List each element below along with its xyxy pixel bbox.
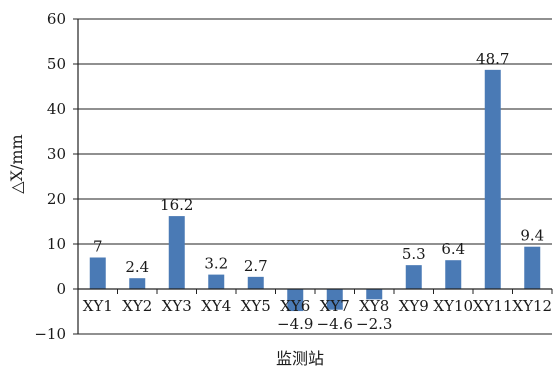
grid-layer	[78, 18, 552, 335]
labels-layer: −10 0 10 20 30 40 50 60 XY1 XY2 XY3 XY4 XY5 XY6 XY7 XY8…	[34, 10, 552, 343]
bar	[445, 260, 462, 289]
data-label: 16.2	[160, 196, 193, 214]
data-label: −2.3	[356, 315, 392, 333]
x-tick-label: XY1	[83, 297, 113, 315]
x-tick-label: XY2	[122, 297, 152, 315]
x-tick-label: XY8	[359, 297, 389, 315]
y-tick-label: 20	[47, 190, 66, 208]
x-tick-label: XY10	[433, 297, 473, 315]
y-axis-title: △X/mm	[7, 134, 26, 193]
data-label: 2.4	[125, 258, 149, 276]
data-label: 48.7	[476, 50, 509, 68]
y-tick-label: 0	[56, 280, 66, 298]
bar	[524, 246, 541, 289]
data-label: 9.4	[520, 227, 544, 245]
bar	[326, 289, 343, 310]
bar	[89, 257, 106, 289]
x-tick-label: XY3	[162, 297, 192, 315]
bar	[366, 289, 383, 300]
bar	[405, 265, 422, 289]
data-label: −4.9	[277, 315, 313, 333]
bar	[287, 289, 304, 312]
y-tick-label: 60	[47, 10, 66, 28]
y-tick-label: 50	[47, 55, 66, 73]
y-tick-label: 40	[47, 100, 66, 118]
bar	[247, 276, 264, 289]
axis-layer	[73, 18, 553, 335]
bar	[208, 274, 225, 289]
x-tick-label: XY12	[512, 297, 552, 315]
bar	[484, 69, 501, 289]
x-axis-title: 监测站	[276, 349, 324, 368]
bar	[168, 216, 185, 289]
bars-layer	[89, 69, 541, 312]
data-label: 7	[93, 238, 103, 256]
y-tick-label: −10	[34, 325, 66, 343]
data-label: −4.6	[317, 315, 353, 333]
x-tick-label: XY5	[241, 297, 271, 315]
x-tick-label: XY4	[201, 297, 231, 315]
x-tick-label: XY6	[280, 297, 310, 315]
data-label: 3.2	[204, 255, 228, 273]
x-tick-label: XY9	[399, 297, 429, 315]
bar	[129, 278, 146, 289]
x-tick-label: XY7	[320, 297, 350, 315]
data-label: 5.3	[402, 245, 426, 263]
y-tick-label: 30	[47, 145, 66, 163]
y-tick-label: 10	[47, 235, 66, 253]
x-tick-label: XY11	[473, 297, 513, 315]
data-label: 2.7	[244, 257, 268, 275]
data-label: 6.4	[441, 240, 465, 258]
